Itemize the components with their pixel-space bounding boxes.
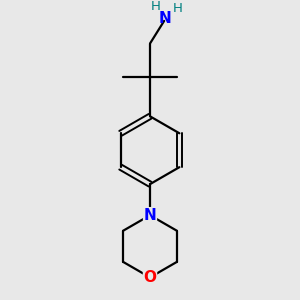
Text: H: H <box>151 0 160 13</box>
Text: N: N <box>144 208 156 223</box>
Text: O: O <box>143 270 157 285</box>
Text: H: H <box>172 2 182 15</box>
Text: N: N <box>158 11 171 26</box>
